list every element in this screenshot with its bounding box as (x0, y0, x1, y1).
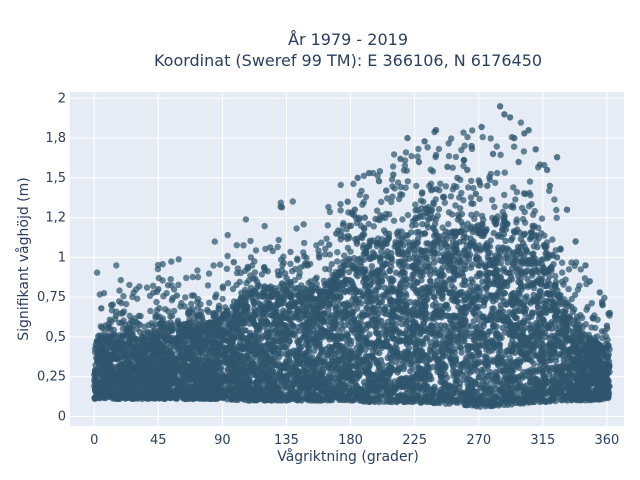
data-point (368, 317, 375, 324)
data-point (457, 343, 464, 351)
data-point (427, 338, 434, 346)
data-point (476, 284, 484, 291)
chart-title-line1: År 1979 - 2019 (288, 30, 408, 49)
data-point (528, 268, 536, 275)
data-point (276, 353, 283, 360)
data-point (363, 321, 370, 328)
data-point (458, 349, 465, 356)
data-point (491, 381, 498, 388)
data-point (494, 374, 501, 381)
data-point (354, 305, 361, 312)
data-point (495, 252, 503, 260)
data-point (519, 374, 526, 381)
data-point (542, 333, 550, 340)
data-point (499, 314, 507, 321)
data-point (368, 263, 376, 270)
data-point (322, 345, 330, 353)
data-point (515, 342, 522, 349)
data-point (477, 272, 484, 280)
data-point (557, 343, 565, 351)
data-point (487, 391, 494, 398)
data-point (516, 229, 524, 236)
data-point (494, 341, 501, 348)
data-points (91, 103, 613, 410)
data-point (604, 354, 611, 361)
data-point (470, 337, 478, 344)
data-point (523, 246, 530, 254)
data-point (372, 323, 379, 330)
data-point (480, 302, 488, 309)
data-point (504, 220, 511, 228)
data-point (379, 243, 386, 250)
data-point (520, 339, 527, 346)
data-point (472, 361, 479, 368)
data-point (286, 352, 293, 360)
chart-title-line2: Koordinat (Sweref 99 TM): E 366106, N 61… (154, 51, 542, 70)
data-point (432, 299, 439, 307)
data-point (379, 292, 386, 299)
data-point (405, 239, 412, 246)
data-point (252, 332, 259, 339)
data-point (449, 238, 457, 245)
data-point (606, 346, 613, 353)
data-point (324, 363, 331, 370)
data-point (296, 337, 303, 344)
data-point (366, 331, 373, 338)
data-point (558, 350, 565, 357)
data-point (378, 248, 385, 255)
data-point (392, 358, 400, 366)
data-point (377, 255, 384, 263)
